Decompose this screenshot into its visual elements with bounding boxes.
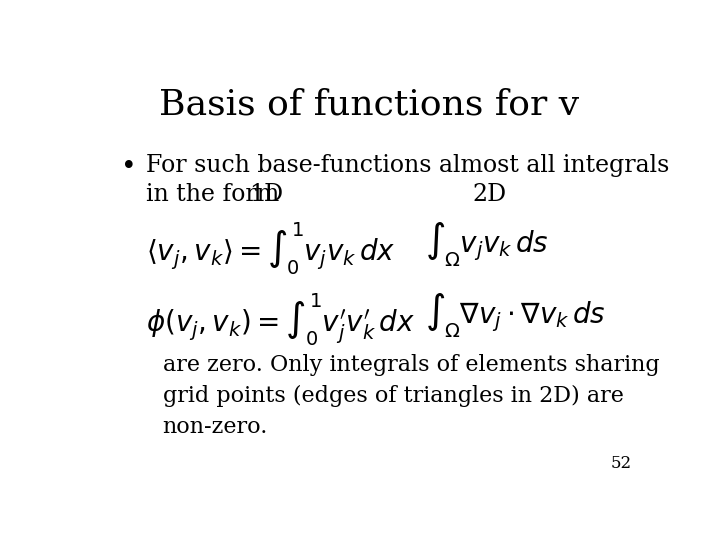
Text: For such base-functions almost all integrals: For such base-functions almost all integ… <box>145 154 669 177</box>
Text: 52: 52 <box>610 455 631 472</box>
Text: $\int_\Omega \nabla v_j \cdot \nabla v_k \, ds$: $\int_\Omega \nabla v_j \cdot \nabla v_k… <box>425 292 606 340</box>
Text: Basis of functions for v: Basis of functions for v <box>159 87 579 122</box>
Text: 1D: 1D <box>249 183 283 206</box>
Text: grid points (edges of triangles in 2D) are: grid points (edges of triangles in 2D) a… <box>163 385 624 407</box>
Text: non-zero.: non-zero. <box>163 416 268 438</box>
Text: $\phi(v_j, v_k) = \int_0^1 v_j^\prime v_k^\prime \, dx$: $\phi(v_j, v_k) = \int_0^1 v_j^\prime v_… <box>145 292 415 348</box>
Text: are zero. Only integrals of elements sharing: are zero. Only integrals of elements sha… <box>163 354 660 376</box>
Text: $\int_\Omega v_j v_k \, ds$: $\int_\Omega v_j v_k \, ds$ <box>425 221 549 269</box>
Text: in the form: in the form <box>145 183 279 206</box>
Text: $\langle v_j, v_k \rangle = \int_0^1 v_j v_k \, dx$: $\langle v_j, v_k \rangle = \int_0^1 v_j… <box>145 221 395 278</box>
Text: 2D: 2D <box>472 183 506 206</box>
Text: •: • <box>121 154 136 179</box>
